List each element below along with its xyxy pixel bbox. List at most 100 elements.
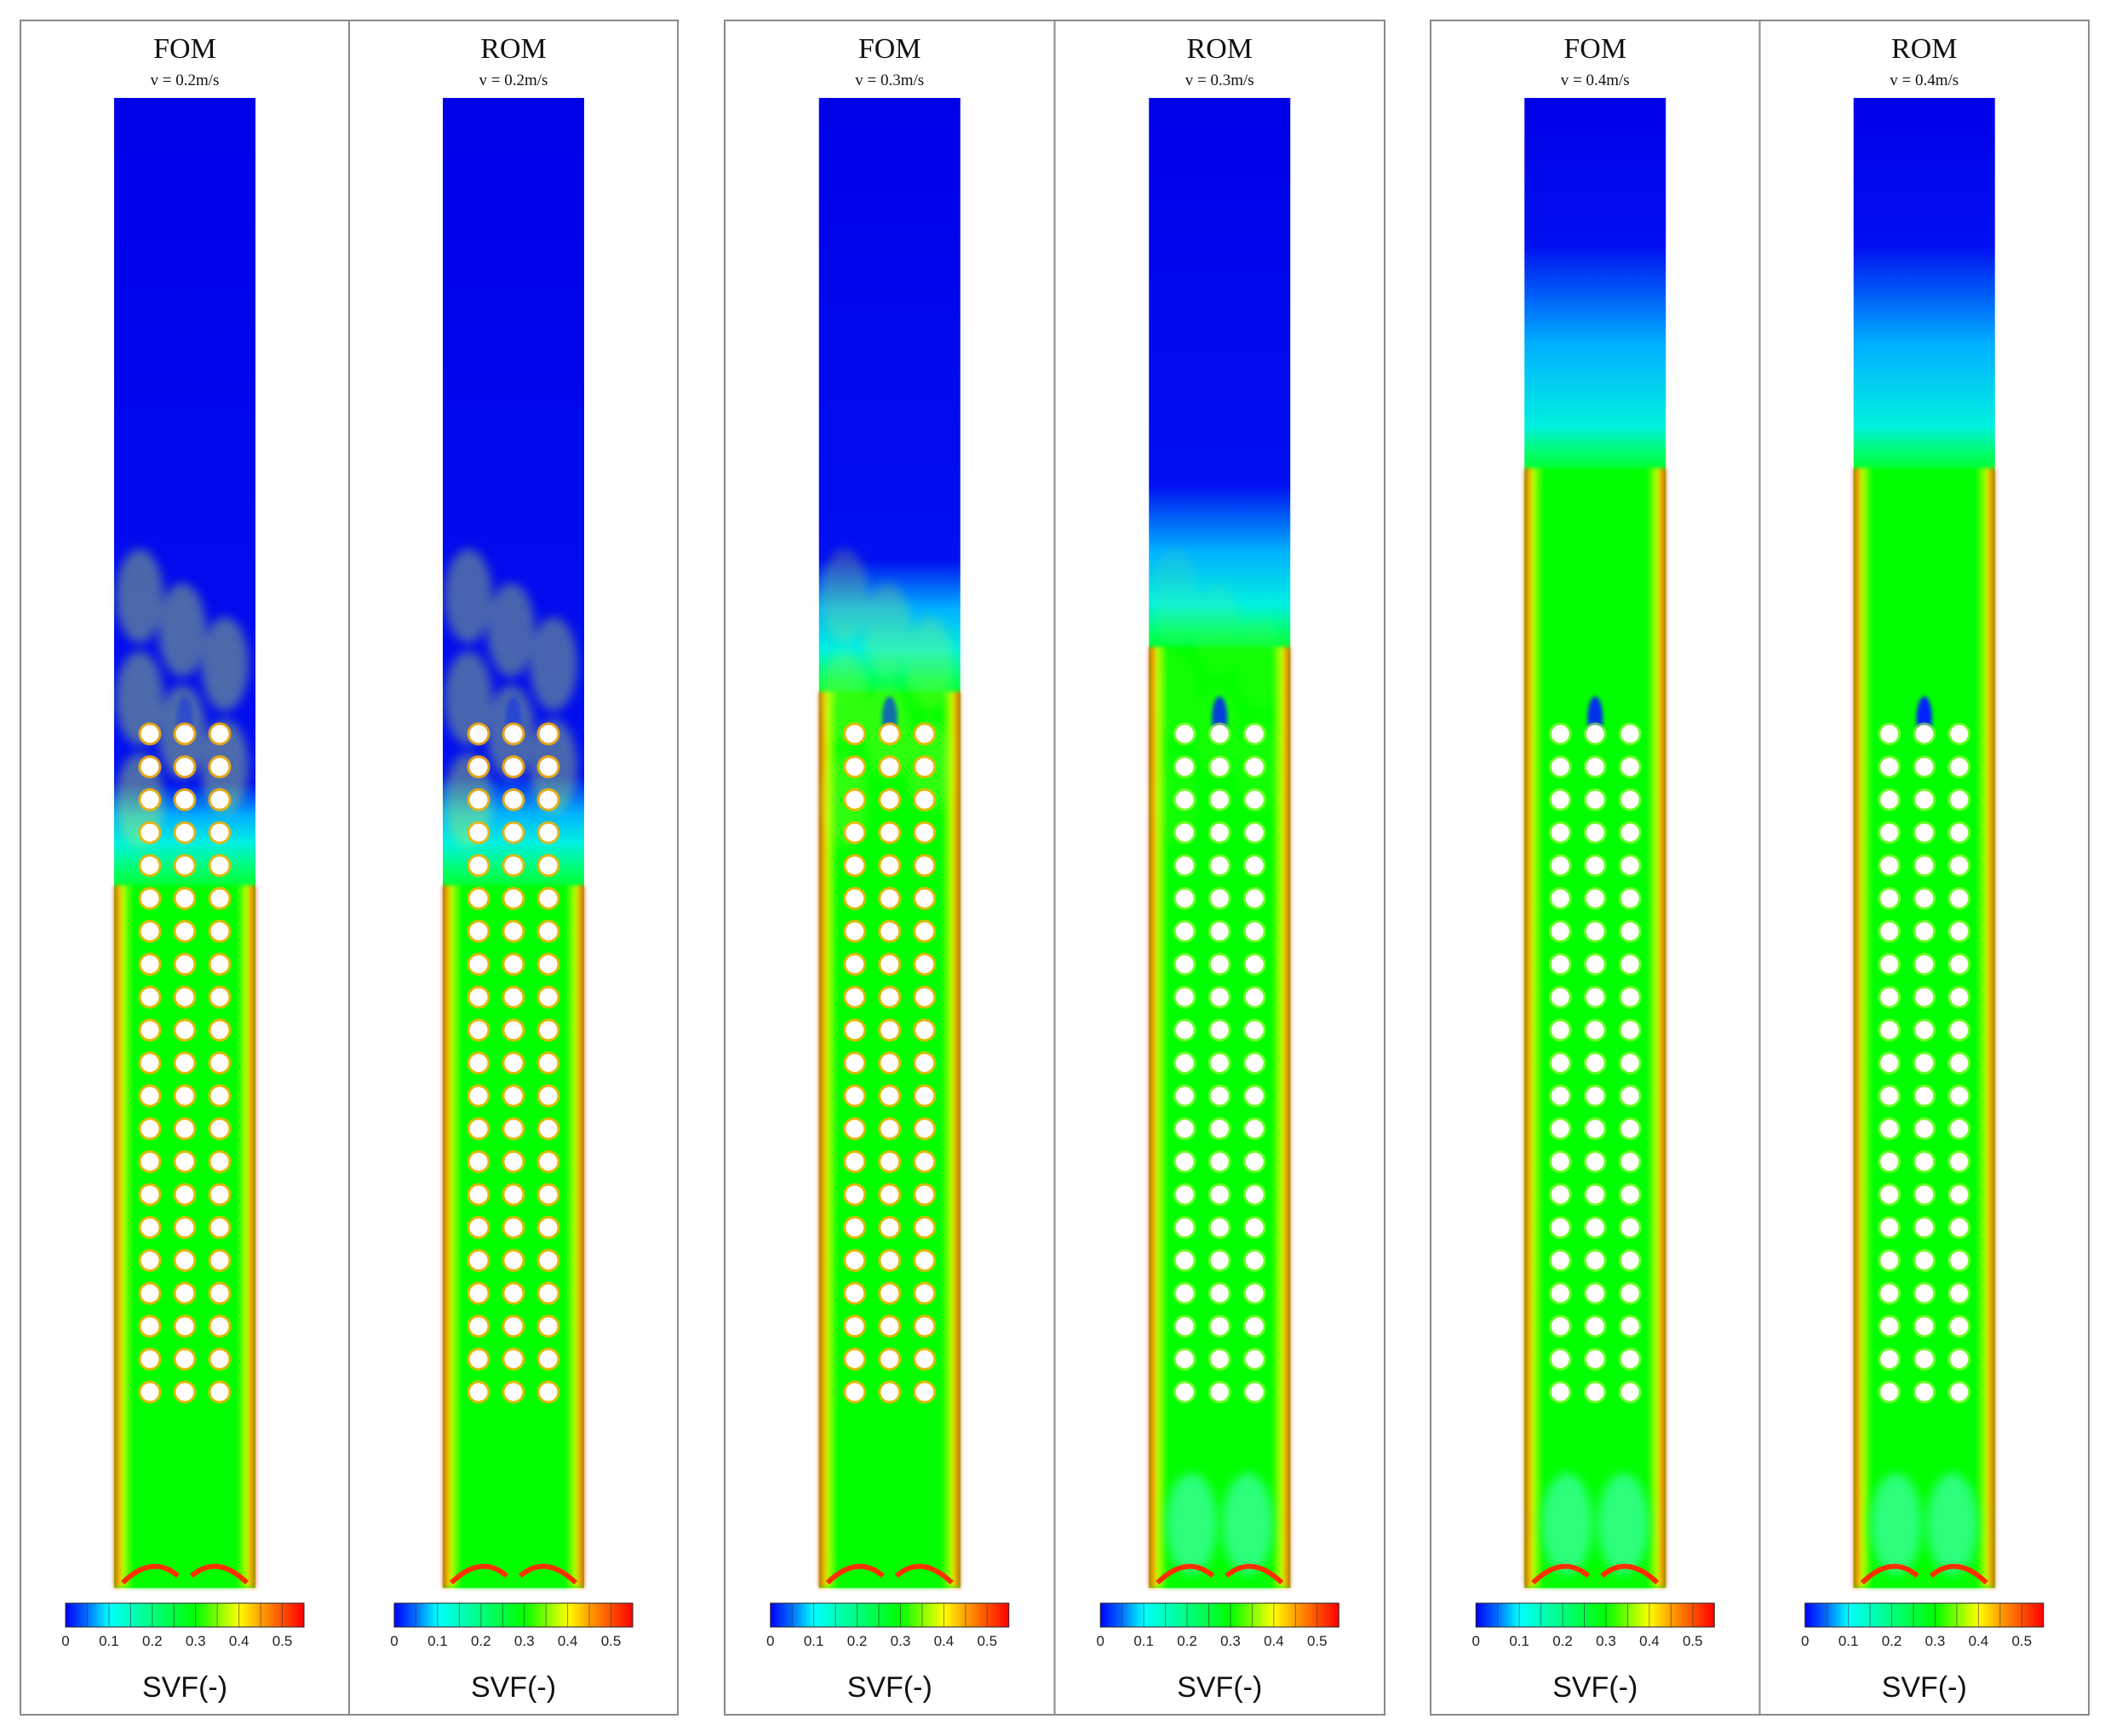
tube <box>880 1284 899 1303</box>
tube <box>1210 1086 1229 1105</box>
tube <box>1245 1284 1264 1303</box>
tube <box>175 922 194 941</box>
tube <box>1245 1086 1264 1105</box>
tube <box>141 988 159 1006</box>
tube <box>504 1218 523 1237</box>
tube <box>1551 1086 1569 1105</box>
tube <box>504 1383 523 1401</box>
tube <box>1175 790 1194 809</box>
plume-streak <box>905 617 954 711</box>
tube <box>1175 1317 1194 1336</box>
tube <box>1950 955 1969 974</box>
tube <box>1915 1349 1934 1368</box>
tube <box>1245 889 1264 908</box>
panel-title: ROM <box>480 33 546 65</box>
tube <box>846 1120 864 1138</box>
tube <box>1245 922 1264 941</box>
tube <box>1586 1054 1604 1072</box>
tube <box>141 790 159 809</box>
tube <box>1175 725 1194 743</box>
tube <box>1245 1185 1264 1204</box>
tube <box>1210 922 1229 941</box>
tube <box>1586 1251 1604 1269</box>
tube <box>846 790 864 809</box>
tube <box>504 1251 523 1269</box>
tube <box>469 1120 488 1138</box>
tube <box>846 1383 864 1401</box>
tube <box>1210 1185 1229 1204</box>
tube-bundle <box>138 722 232 1404</box>
tube <box>1880 1317 1899 1336</box>
tube <box>175 1185 194 1204</box>
tube <box>915 823 934 842</box>
tube <box>1620 1218 1639 1237</box>
tube <box>1245 1054 1264 1072</box>
tube <box>210 823 229 842</box>
tube <box>141 823 159 842</box>
tube <box>1551 988 1569 1006</box>
tube <box>915 857 934 875</box>
colorbar-tick-label: 0.1 <box>1133 1633 1154 1649</box>
tube-bundle <box>1548 722 1642 1404</box>
tube <box>141 1218 159 1237</box>
tube <box>469 1218 488 1237</box>
tube <box>846 1021 864 1040</box>
tube <box>539 857 558 875</box>
tube <box>915 988 934 1006</box>
panel-title: FOM <box>858 33 921 65</box>
tube <box>846 1349 864 1368</box>
colorbar-tick-label: 0.3 <box>1220 1633 1241 1649</box>
colorbar: 0 0.1 0.2 0.3 0.4 0.5 SVF(-) <box>766 1602 1010 1704</box>
tube <box>210 1218 229 1237</box>
tube <box>1950 1086 1969 1105</box>
colorbar-tick-label: 0.4 <box>1639 1633 1660 1649</box>
tube <box>915 1218 934 1237</box>
velocity-label: v = 0.4m/s <box>1890 72 1959 89</box>
velocity-label: v = 0.3m/s <box>855 72 924 89</box>
tube <box>880 1185 899 1204</box>
tube <box>1175 857 1194 875</box>
tube <box>1551 1218 1569 1237</box>
tube <box>1586 1284 1604 1303</box>
tube <box>469 823 488 842</box>
tube <box>1175 1218 1194 1237</box>
tube <box>1245 1349 1264 1368</box>
tube <box>1880 1120 1899 1138</box>
tube <box>1245 823 1264 842</box>
tube <box>1245 1218 1264 1237</box>
tube <box>1245 758 1264 776</box>
tube <box>880 1349 899 1368</box>
tube <box>1620 1251 1639 1269</box>
colorbar-tick-label: 0.1 <box>427 1633 448 1649</box>
tube <box>141 922 159 941</box>
plume-streak <box>1150 651 1199 745</box>
tube <box>469 857 488 875</box>
tube <box>1880 1383 1899 1401</box>
tube <box>1915 1120 1934 1138</box>
tube <box>1210 790 1229 809</box>
colorbar: 0 0.1 0.2 0.3 0.4 0.5 SVF(-) <box>1472 1602 1715 1704</box>
tube <box>1586 1317 1604 1336</box>
tube-bundle <box>1173 722 1266 1404</box>
colorbar-tick-label: 0.5 <box>1683 1633 1703 1649</box>
tube <box>210 758 229 776</box>
colorbar-tick-label: 0.3 <box>1925 1633 1946 1649</box>
tube <box>504 889 523 908</box>
tube <box>175 1120 194 1138</box>
colorbar-tick-label: 0.2 <box>1552 1633 1573 1649</box>
tube <box>175 1152 194 1171</box>
tube <box>141 1284 159 1303</box>
tube <box>1950 988 1969 1006</box>
tube <box>915 889 934 908</box>
colorbar-tick-label: 0.4 <box>934 1633 955 1649</box>
colorbar-tick-label: 0.1 <box>804 1633 824 1649</box>
tube <box>915 1317 934 1336</box>
plume-streak <box>820 549 869 643</box>
colorbar-tick-label: 0 <box>766 1633 774 1649</box>
tube <box>1880 1251 1899 1269</box>
tube <box>175 889 194 908</box>
distributor-arc <box>825 1563 885 1585</box>
tube <box>1245 1317 1264 1336</box>
tube <box>915 922 934 941</box>
